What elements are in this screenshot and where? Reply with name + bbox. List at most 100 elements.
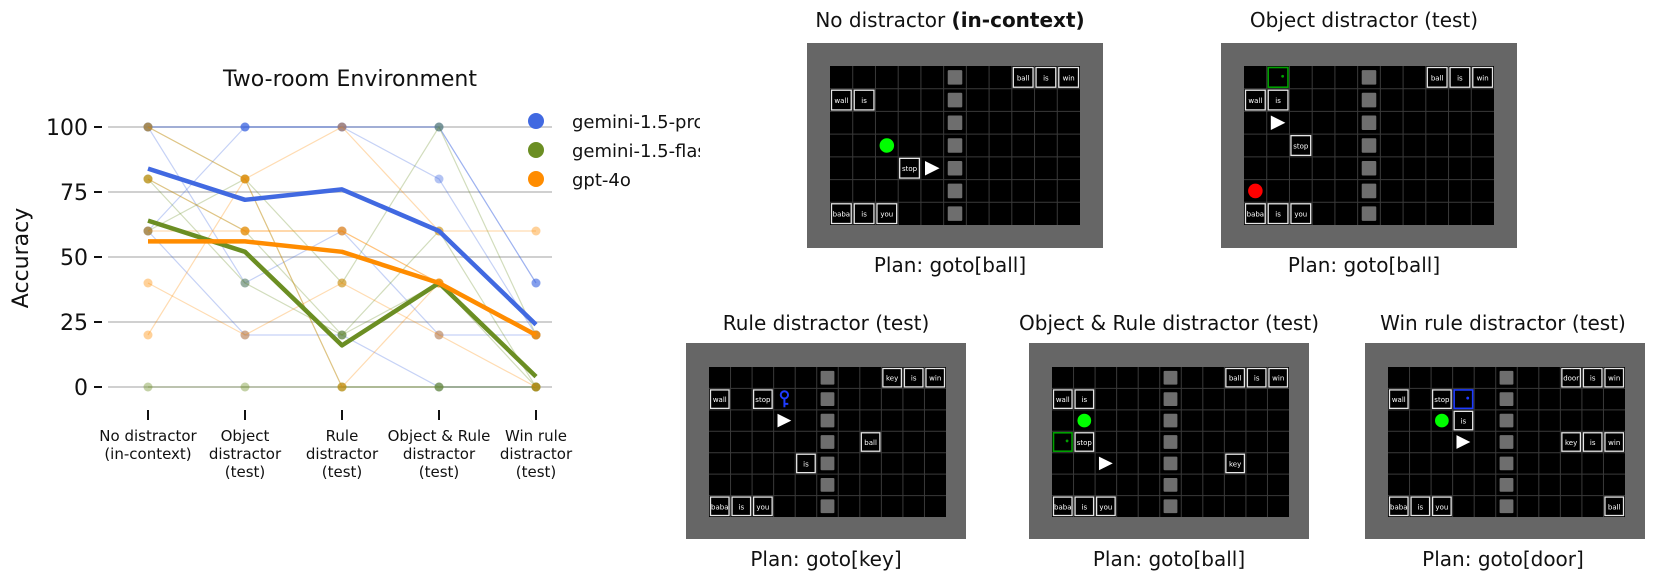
rule-word-text: wall bbox=[1392, 396, 1406, 404]
game-frame: ball is win wall is stop baba is you bbox=[1221, 43, 1517, 248]
rule-word-tile bbox=[1267, 89, 1289, 111]
rule-word-tile bbox=[1225, 367, 1246, 388]
wall-block bbox=[947, 206, 963, 221]
run-point bbox=[531, 382, 541, 392]
run-point bbox=[240, 330, 250, 340]
rule-word-text: is bbox=[861, 211, 867, 219]
wall-block bbox=[1499, 370, 1514, 385]
panel-title: Object distractor (test) bbox=[1204, 8, 1524, 32]
game-grid: key is win wall stop ball is baba is you bbox=[709, 367, 946, 517]
ball-object bbox=[1077, 413, 1092, 428]
wall-block bbox=[1361, 206, 1377, 221]
rule-word-tile bbox=[1035, 66, 1057, 88]
series-run-line bbox=[148, 126, 537, 336]
run-point bbox=[531, 278, 541, 288]
rule-word-tile bbox=[1074, 432, 1095, 452]
rule-word-tile bbox=[853, 89, 875, 111]
panel-object-rule-distractor: Object & Rule distractor (test) ball is win… bbox=[1013, 303, 1325, 573]
wall-block bbox=[947, 138, 963, 153]
series-run-line bbox=[147, 178, 537, 388]
rule-word-text: you bbox=[1099, 503, 1112, 511]
run-point bbox=[434, 382, 444, 392]
wall-block bbox=[820, 478, 835, 492]
x-tick-label: (test) bbox=[516, 463, 557, 481]
rule-word-text: is bbox=[1082, 503, 1088, 511]
agent-arrow bbox=[1456, 435, 1471, 449]
panel-title: Rule distractor (test) bbox=[678, 311, 974, 335]
chart-title: Two-room Environment bbox=[222, 67, 477, 92]
run-point bbox=[531, 382, 541, 392]
rule-word-tile bbox=[830, 203, 852, 225]
rule-word-text: wall bbox=[1056, 396, 1070, 404]
wall-block bbox=[1361, 92, 1377, 108]
ball-object bbox=[879, 138, 895, 153]
rule-word-text: you bbox=[1294, 211, 1307, 219]
run-point bbox=[531, 226, 541, 236]
rule-word-text: ball bbox=[1017, 74, 1030, 82]
run-point bbox=[240, 226, 250, 236]
wall-block bbox=[947, 115, 963, 131]
x-tick-label: distractor bbox=[500, 445, 573, 463]
rule-word-text: win bbox=[1477, 74, 1489, 82]
rule-word-text: is bbox=[1590, 375, 1596, 383]
panel-title: No distractor (in-context) bbox=[790, 8, 1110, 32]
rule-word-tile bbox=[1431, 389, 1452, 410]
run-point bbox=[434, 330, 444, 340]
rule-word-text: wall bbox=[713, 396, 727, 404]
rule-word-text: baba bbox=[711, 503, 728, 511]
rule-word-text: is bbox=[911, 375, 917, 383]
rule-word-text: is bbox=[1275, 211, 1281, 219]
rule-word-text: you bbox=[756, 503, 769, 511]
rule-word-tile bbox=[1561, 432, 1582, 452]
run-point bbox=[337, 382, 347, 392]
run-point bbox=[337, 382, 347, 392]
rule-word-text: stop bbox=[755, 396, 771, 404]
wall-block bbox=[1499, 413, 1514, 428]
ball-object bbox=[1248, 183, 1263, 199]
run-point bbox=[143, 382, 153, 392]
run-point bbox=[143, 122, 153, 132]
rule-word-text: is bbox=[1254, 375, 1260, 383]
y-tick-label: 75 bbox=[60, 181, 88, 206]
rule-word-text: is bbox=[1043, 74, 1049, 82]
game-grid: door is win wall stop is key is win baba is you ball bbox=[1388, 367, 1625, 517]
run-point bbox=[240, 382, 250, 392]
run-point bbox=[143, 278, 153, 288]
panel-title-text: Win rule distractor (test) bbox=[1380, 311, 1626, 335]
rule-word-text: is bbox=[1418, 503, 1424, 511]
x-tick-label: (test) bbox=[322, 463, 363, 481]
run-point bbox=[337, 122, 347, 132]
rule-word-tile bbox=[830, 89, 852, 111]
wall-block bbox=[1163, 370, 1178, 385]
plan-label: Plan: goto[ball] bbox=[873, 253, 1027, 277]
wall-block bbox=[1361, 70, 1377, 85]
run-point bbox=[337, 122, 347, 132]
rule-word-tile bbox=[1561, 367, 1582, 388]
wall-block bbox=[1499, 499, 1514, 514]
panel-title-bold: (in-context) bbox=[951, 8, 1085, 32]
game-frame: door is win wall stop is key is win baba is you ball bbox=[1365, 343, 1645, 539]
series-run-line bbox=[147, 126, 537, 284]
plan-label: Plan: goto[ball] bbox=[1092, 547, 1246, 571]
rule-word-text: wall bbox=[834, 97, 848, 105]
rule-word-text: baba bbox=[1247, 211, 1264, 219]
plan-label: Plan: goto[key] bbox=[750, 547, 902, 571]
wall-block bbox=[1361, 183, 1377, 199]
rule-word-text: door bbox=[1563, 375, 1579, 383]
x-tick-label: distractor bbox=[209, 445, 282, 463]
wall-block bbox=[1163, 413, 1178, 428]
series-run-line bbox=[147, 126, 536, 336]
agent-arrow bbox=[1098, 456, 1113, 471]
rule-word-tile bbox=[882, 367, 903, 388]
wall-block bbox=[947, 70, 963, 85]
rule-word-text: ball bbox=[1431, 74, 1444, 82]
run-point bbox=[143, 330, 153, 340]
x-tick-label: Object bbox=[221, 427, 270, 445]
run-point bbox=[240, 278, 250, 288]
plan-label: Plan: goto[door] bbox=[1422, 547, 1584, 571]
game-grid: ball is win wall is stop key baba is you bbox=[1052, 367, 1289, 517]
rule-word-text: you bbox=[880, 211, 893, 219]
run-point bbox=[143, 122, 153, 132]
x-tick-label: distractor bbox=[306, 445, 379, 463]
rule-word-tile bbox=[899, 157, 921, 179]
